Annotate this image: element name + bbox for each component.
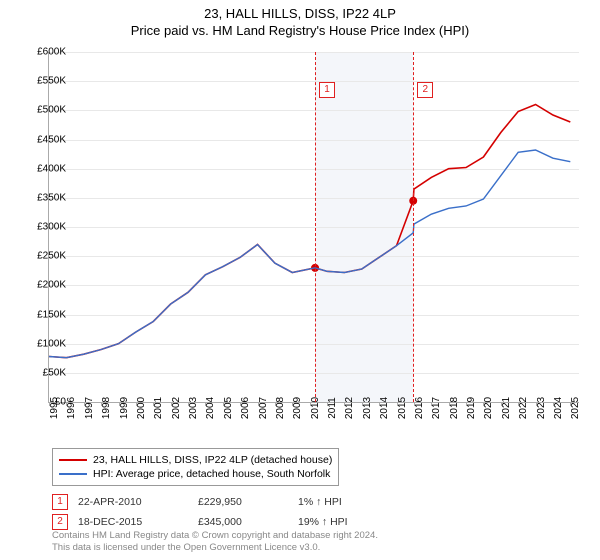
sale-price: £229,950 <box>198 496 288 508</box>
series-line <box>49 150 570 358</box>
legend-swatch <box>59 473 87 475</box>
y-axis-label: £50K <box>43 367 66 378</box>
y-axis-label: £550K <box>37 76 66 87</box>
x-axis-label: 2023 <box>536 397 547 419</box>
title-line1: 23, HALL HILLS, DISS, IP22 4LP <box>0 6 600 21</box>
x-axis-label: 2015 <box>397 397 408 419</box>
footer-line: Contains HM Land Registry data © Crown c… <box>52 530 378 542</box>
x-axis-label: 1999 <box>119 397 130 419</box>
x-axis-label: 1997 <box>84 397 95 419</box>
x-axis-label: 2019 <box>466 397 477 419</box>
y-axis-label: £100K <box>37 338 66 349</box>
sale-marker: 1 <box>52 494 68 510</box>
plot-area: 1995199619971998199920002001200220032004… <box>48 52 579 403</box>
sale-diff: 1% ↑ HPI <box>298 496 342 508</box>
legend-box: 23, HALL HILLS, DISS, IP22 4LP (detached… <box>52 448 339 486</box>
x-axis-label: 2002 <box>171 397 182 419</box>
x-axis-label: 2016 <box>414 397 425 419</box>
title-block: 23, HALL HILLS, DISS, IP22 4LP Price pai… <box>0 0 600 38</box>
y-axis-label: £150K <box>37 309 66 320</box>
y-axis-label: £400K <box>37 163 66 174</box>
x-axis-label: 2009 <box>292 397 303 419</box>
x-axis-label: 1998 <box>101 397 112 419</box>
x-axis-label: 2004 <box>205 397 216 419</box>
sale-date: 18-DEC-2015 <box>78 516 188 528</box>
y-axis-label: £0 <box>55 397 66 408</box>
chart-svg <box>49 52 579 402</box>
sale-diff: 19% ↑ HPI <box>298 516 348 528</box>
sale-row: 2 18-DEC-2015 £345,000 19% ↑ HPI <box>52 514 348 530</box>
x-axis-label: 2024 <box>553 397 564 419</box>
x-axis-label: 2007 <box>258 397 269 419</box>
x-axis-label: 1996 <box>66 397 77 419</box>
x-axis-label: 2003 <box>188 397 199 419</box>
sale-price: £345,000 <box>198 516 288 528</box>
title-line2: Price paid vs. HM Land Registry's House … <box>0 23 600 38</box>
legend-swatch <box>59 459 87 461</box>
y-axis-label: £450K <box>37 134 66 145</box>
x-axis-label: 2000 <box>136 397 147 419</box>
x-axis-label: 2018 <box>449 397 460 419</box>
y-axis-label: £600K <box>37 47 66 58</box>
x-axis-label: 2013 <box>362 397 373 419</box>
chart-container: 23, HALL HILLS, DISS, IP22 4LP Price pai… <box>0 0 600 560</box>
sale-marker: 2 <box>52 514 68 530</box>
x-axis-label: 2020 <box>483 397 494 419</box>
callout-marker: 2 <box>417 82 433 98</box>
x-axis-label: 2001 <box>153 397 164 419</box>
y-axis-label: £250K <box>37 251 66 262</box>
legend-label: 23, HALL HILLS, DISS, IP22 4LP (detached… <box>93 454 332 466</box>
x-axis-label: 2005 <box>223 397 234 419</box>
y-axis-label: £200K <box>37 280 66 291</box>
footer-attribution: Contains HM Land Registry data © Crown c… <box>52 530 378 554</box>
x-axis-label: 2025 <box>570 397 581 419</box>
y-axis-label: £300K <box>37 222 66 233</box>
y-axis-label: £500K <box>37 105 66 116</box>
x-axis-label: 2012 <box>344 397 355 419</box>
x-axis-label: 2017 <box>431 397 442 419</box>
footer-line: This data is licensed under the Open Gov… <box>52 542 378 554</box>
series-line <box>49 105 570 358</box>
sale-date: 22-APR-2010 <box>78 496 188 508</box>
callout-marker: 1 <box>319 82 335 98</box>
x-axis-label: 2011 <box>327 397 338 419</box>
sale-row: 1 22-APR-2010 £229,950 1% ↑ HPI <box>52 494 342 510</box>
x-axis-label: 2006 <box>240 397 251 419</box>
x-axis-label: 2008 <box>275 397 286 419</box>
legend-item: 23, HALL HILLS, DISS, IP22 4LP (detached… <box>59 453 332 467</box>
x-axis-label: 2021 <box>501 397 512 419</box>
x-axis-label: 2022 <box>518 397 529 419</box>
legend-label: HPI: Average price, detached house, Sout… <box>93 468 330 480</box>
x-axis-label: 2014 <box>379 397 390 419</box>
legend-item: HPI: Average price, detached house, Sout… <box>59 467 332 481</box>
y-axis-label: £350K <box>37 192 66 203</box>
